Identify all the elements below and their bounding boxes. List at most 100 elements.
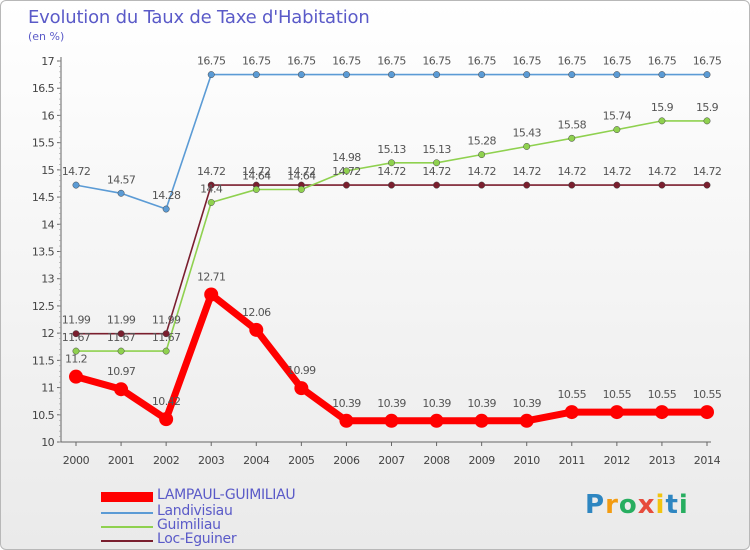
- data-point: [519, 413, 534, 428]
- y-tick-label: 15: [41, 164, 54, 177]
- data-label: 14.64: [287, 169, 316, 182]
- x-tick-label: 2006: [333, 454, 360, 467]
- data-label: 16.75: [603, 55, 632, 68]
- data-point: [703, 181, 711, 189]
- legend-swatch: [101, 512, 153, 514]
- data-point: [162, 205, 170, 213]
- legend-label: LAMPAUL-GUIMILIAU: [157, 487, 296, 503]
- y-tick-label: 14: [41, 218, 54, 231]
- data-label: 14.98: [332, 151, 361, 164]
- data-point: [658, 181, 666, 189]
- y-tick-label: 12.5: [32, 300, 55, 313]
- data-label: 10.99: [287, 364, 316, 377]
- x-tick-label: 2013: [649, 454, 676, 467]
- data-point: [162, 347, 170, 355]
- data-label: 14.72: [422, 165, 451, 178]
- data-point: [207, 181, 215, 189]
- data-label: 14.72: [512, 165, 541, 178]
- data-point: [339, 413, 354, 428]
- logo-letter: i: [655, 490, 666, 520]
- data-point: [69, 369, 83, 384]
- data-point: [474, 413, 489, 428]
- y-tick-label: 12: [41, 327, 54, 340]
- data-point: [478, 71, 486, 79]
- data-point: [700, 405, 714, 420]
- x-tick-label: 2007: [378, 454, 405, 467]
- y-tick-label: 15.5: [32, 137, 55, 150]
- data-point: [523, 181, 531, 189]
- data-point: [568, 181, 576, 189]
- data-label: 10.42: [152, 395, 181, 408]
- y-tick-label: 11.5: [32, 354, 55, 367]
- data-label: 11.67: [107, 331, 136, 344]
- data-label: 16.75: [242, 55, 271, 68]
- data-point: [613, 126, 621, 134]
- data-point: [249, 322, 264, 337]
- x-tick-label: 2008: [423, 454, 450, 467]
- data-point: [654, 405, 669, 420]
- data-label: 14.72: [603, 165, 632, 178]
- logo-letter: r: [605, 490, 619, 520]
- data-label: 15.9: [696, 101, 719, 114]
- data-point: [564, 405, 579, 420]
- y-tick-label: 17: [41, 55, 54, 68]
- data-label: 16.75: [422, 55, 451, 68]
- data-point: [207, 71, 215, 79]
- data-point: [117, 330, 125, 338]
- chart-subtitle: (en %): [28, 30, 65, 43]
- data-point: [384, 413, 399, 428]
- data-point: [433, 181, 441, 189]
- legend-label: Loc-Eguiner: [157, 531, 237, 547]
- series-line-loc-eguiner: [75, 184, 708, 335]
- data-label: 16.75: [648, 55, 677, 68]
- y-tick-label: 10: [41, 436, 54, 449]
- x-tick-label: 2014: [694, 454, 721, 467]
- data-point: [72, 347, 80, 355]
- x-tick-label: 2010: [514, 454, 541, 467]
- y-tick-label: 13: [41, 273, 54, 286]
- data-label: 14.72: [197, 165, 226, 178]
- data-point: [297, 186, 305, 193]
- data-point: [252, 186, 260, 193]
- data-point: [433, 159, 441, 167]
- data-label: 15.43: [512, 126, 541, 139]
- data-point: [478, 181, 486, 189]
- data-point: [117, 347, 125, 355]
- data-label: 16.75: [467, 55, 496, 68]
- data-label: 16.75: [287, 55, 316, 68]
- data-label: 16.75: [377, 55, 406, 68]
- y-tick-label: 14.5: [32, 191, 55, 204]
- data-point: [613, 181, 621, 189]
- data-label: 11.99: [107, 314, 136, 327]
- data-point: [388, 71, 395, 79]
- data-label: 10.39: [467, 397, 496, 410]
- y-tick-label: 16: [41, 109, 54, 122]
- data-point: [159, 412, 174, 427]
- y-tick-label: 10.5: [32, 409, 55, 422]
- data-label: 10.55: [648, 388, 677, 401]
- data-label: 15.58: [558, 118, 587, 131]
- data-label: 14.57: [107, 173, 136, 186]
- data-label: 11.99: [152, 314, 181, 327]
- data-label: 15.28: [467, 135, 496, 148]
- data-label: 10.39: [512, 397, 541, 410]
- y-tick-label: 11: [41, 382, 54, 395]
- data-point: [207, 199, 215, 206]
- data-point: [658, 71, 666, 79]
- data-point: [568, 134, 576, 142]
- data-label: 15.74: [603, 110, 632, 123]
- logo-letter: P: [585, 490, 606, 520]
- data-label: 14.72: [242, 165, 271, 178]
- data-label: 10.39: [377, 397, 406, 410]
- logo-letter: o: [618, 490, 638, 520]
- data-label: 12.06: [242, 306, 271, 319]
- data-label: 14.72: [693, 165, 722, 178]
- x-tick-label: 2012: [604, 454, 630, 467]
- data-label: 15.9: [651, 101, 674, 114]
- data-point: [162, 330, 170, 338]
- data-label: 14.72: [377, 165, 406, 178]
- chart-title: Evolution du Taux de Taxe d'Habitation: [28, 7, 370, 28]
- data-point: [204, 287, 219, 302]
- data-point: [342, 167, 350, 175]
- legend-label: Landivisiau: [157, 503, 233, 519]
